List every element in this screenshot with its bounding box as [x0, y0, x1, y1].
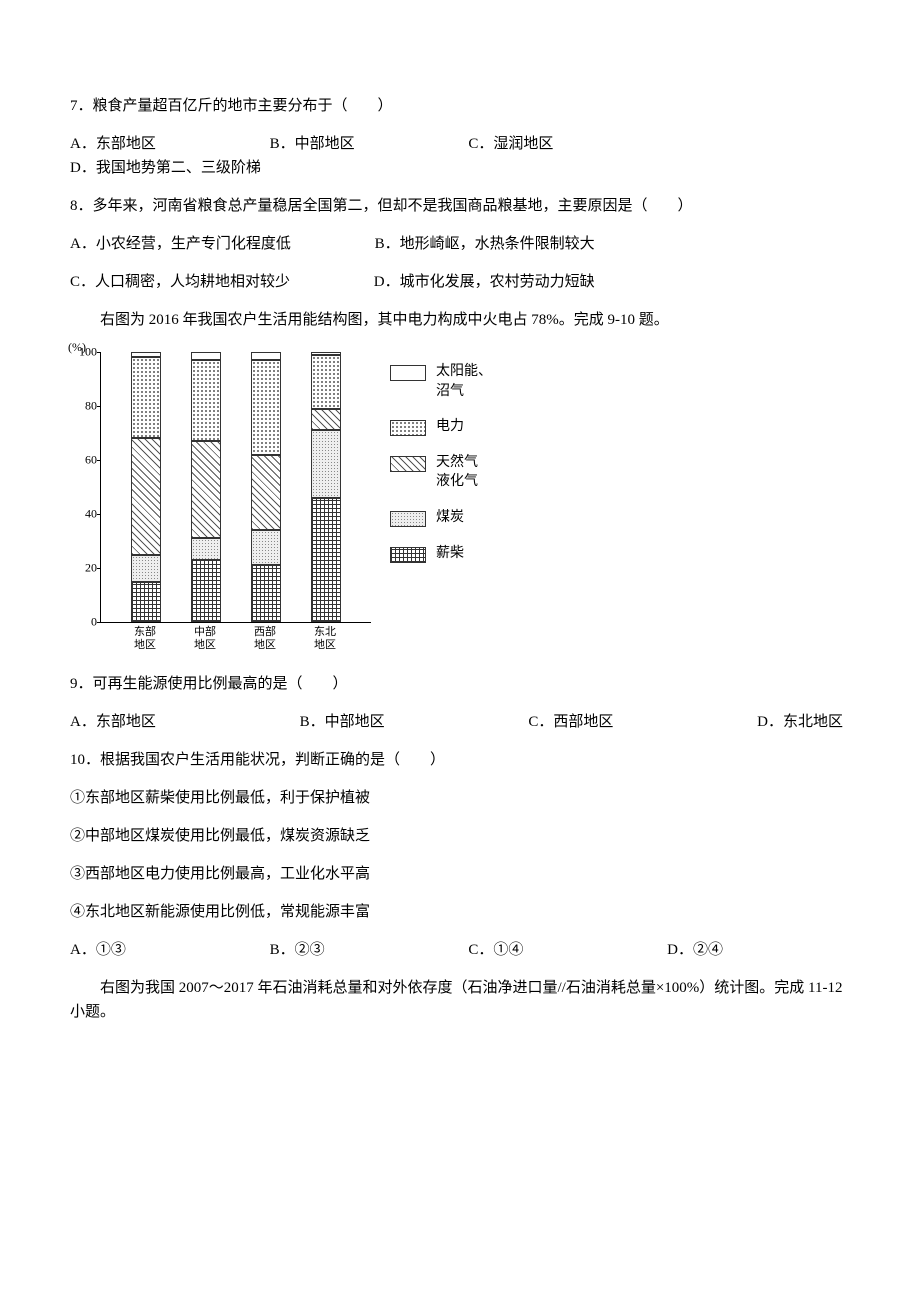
- bar-segment-electricity: [191, 360, 221, 441]
- legend-item-electricity: 电力: [390, 417, 492, 437]
- q7-opt-b: B．中部地区: [270, 132, 355, 156]
- legend-item-coal: 煤炭: [390, 508, 492, 528]
- legend-label: 电力: [436, 417, 464, 437]
- x-category-label: 东部地区: [123, 626, 167, 652]
- q7-opt-d: D．我国地势第二、三级阶梯: [70, 156, 261, 180]
- bar-segment-gas: [311, 409, 341, 431]
- bar-segment-solar_biogas: [251, 352, 281, 360]
- legend-item-firewood: 薪柴: [390, 544, 492, 564]
- bar-segment-firewood: [311, 498, 341, 622]
- q10-opt-a: A．①③: [70, 938, 126, 962]
- bar-segment-gas: [131, 438, 161, 554]
- legend-label: 天然气液化气: [436, 453, 478, 492]
- q9-opt-b: B．中部地区: [300, 710, 385, 734]
- context-9-10: 右图为 2016 年我国农户生活用能结构图，其中电力构成中火电占 78%。完成 …: [70, 308, 850, 332]
- legend-swatch: [390, 511, 426, 527]
- q9-opt-a: A．东部地区: [70, 710, 156, 734]
- legend-swatch: [390, 420, 426, 436]
- q10-stmt-1: ①东部地区薪柴使用比例最低，利于保护植被: [70, 786, 850, 810]
- chart-legend: 太阳能、沼气电力天然气液化气煤炭薪柴: [390, 362, 492, 579]
- bar-segment-coal: [251, 530, 281, 565]
- question-8-options-row1: A．小农经营，生产专门化程度低 B．地形崎岖，水热条件限制较大: [70, 232, 850, 256]
- q10-stmt-2: ②中部地区煤炭使用比例最低，煤炭资源缺乏: [70, 824, 850, 848]
- question-10-text: 10．根据我国农户生活用能状况，判断正确的是（ ）: [70, 748, 850, 772]
- legend-swatch: [390, 365, 426, 381]
- ytick-label: 60: [71, 450, 97, 469]
- question-9-options: A．东部地区 B．中部地区 C．西部地区 D．东北地区: [70, 710, 850, 734]
- bar-segment-firewood: [131, 582, 161, 623]
- q8-opt-b: B．地形崎岖，水热条件限制较大: [375, 232, 595, 256]
- question-8-text: 8．多年来，河南省粮食总产量稳居全国第二，但却不是我国商品粮基地，主要原因是（ …: [70, 194, 850, 218]
- q10-stmt-4: ④东北地区新能源使用比例低，常规能源丰富: [70, 900, 850, 924]
- question-10-options: A．①③ B．②③ C．①④ D．②④: [70, 938, 850, 962]
- legend-label: 太阳能、沼气: [436, 362, 492, 401]
- bar-segment-electricity: [311, 355, 341, 409]
- bar-segment-electricity: [251, 360, 281, 455]
- bar-segment-coal: [131, 555, 161, 582]
- x-category-label: 东北地区: [303, 626, 347, 652]
- bar-segment-solar_biogas: [191, 352, 221, 360]
- bar-segment-electricity: [131, 357, 161, 438]
- question-7-text: 7．粮食产量超百亿斤的地市主要分布于（ ）: [70, 94, 850, 118]
- bar-segment-coal: [191, 538, 221, 560]
- question-9-text: 9．可再生能源使用比例最高的是（ ）: [70, 672, 850, 696]
- bar-segment-solar_biogas: [131, 352, 161, 357]
- q8-opt-c: C．人口稠密，人均耕地相对较少: [70, 270, 290, 294]
- bar-segment-gas: [191, 441, 221, 538]
- ytick-label: 80: [71, 396, 97, 415]
- q8-opt-d: D．城市化发展，农村劳动力短缺: [374, 270, 595, 294]
- plot: 020406080100: [100, 352, 371, 623]
- q7-opt-c: C．湿润地区: [468, 132, 553, 156]
- q10-opt-d: D．②④: [667, 938, 723, 962]
- bar-segment-coal: [311, 430, 341, 498]
- q9-opt-d: D．东北地区: [757, 710, 843, 734]
- x-category-label: 西部地区: [243, 626, 287, 652]
- bar-segment-solar_biogas: [311, 352, 341, 355]
- bar-column: [311, 352, 341, 622]
- q7-opt-a: A．东部地区: [70, 132, 156, 156]
- legend-item-gas: 天然气液化气: [390, 453, 492, 492]
- bar-segment-firewood: [191, 560, 221, 622]
- q10-opt-c: C．①④: [468, 938, 523, 962]
- bar-column: [191, 352, 221, 622]
- bar-segment-firewood: [251, 565, 281, 622]
- question-7-options: A．东部地区 B．中部地区 C．湿润地区 D．我国地势第二、三级阶梯: [70, 132, 850, 180]
- energy-structure-chart: (%) 020406080100 东部地区中部地区西部地区东北地区 太阳能、沼气…: [100, 352, 850, 652]
- q10-opt-b: B．②③: [270, 938, 325, 962]
- legend-label: 薪柴: [436, 544, 464, 564]
- context-11-12: 右图为我国 2007～2017 年石油消耗总量和对外依存度（石油净进口量//石油…: [70, 976, 850, 1024]
- legend-item-solar_biogas: 太阳能、沼气: [390, 362, 492, 401]
- ytick-label: 0: [71, 612, 97, 631]
- x-category-label: 中部地区: [183, 626, 227, 652]
- legend-swatch: [390, 547, 426, 563]
- q10-stmt-3: ③西部地区电力使用比例最高，工业化水平高: [70, 862, 850, 886]
- legend-swatch: [390, 456, 426, 472]
- q8-opt-a: A．小农经营，生产专门化程度低: [70, 232, 291, 256]
- question-8-options-row2: C．人口稠密，人均耕地相对较少 D．城市化发展，农村劳动力短缺: [70, 270, 850, 294]
- bar-column: [131, 352, 161, 622]
- legend-label: 煤炭: [436, 508, 464, 528]
- ytick-label: 40: [71, 504, 97, 523]
- ytick-label: 100: [71, 342, 97, 361]
- ytick-label: 20: [71, 558, 97, 577]
- q9-opt-c: C．西部地区: [528, 710, 613, 734]
- bar-segment-gas: [251, 455, 281, 531]
- chart-plot-area: (%) 020406080100 东部地区中部地区西部地区东北地区: [100, 352, 370, 652]
- bar-column: [251, 352, 281, 622]
